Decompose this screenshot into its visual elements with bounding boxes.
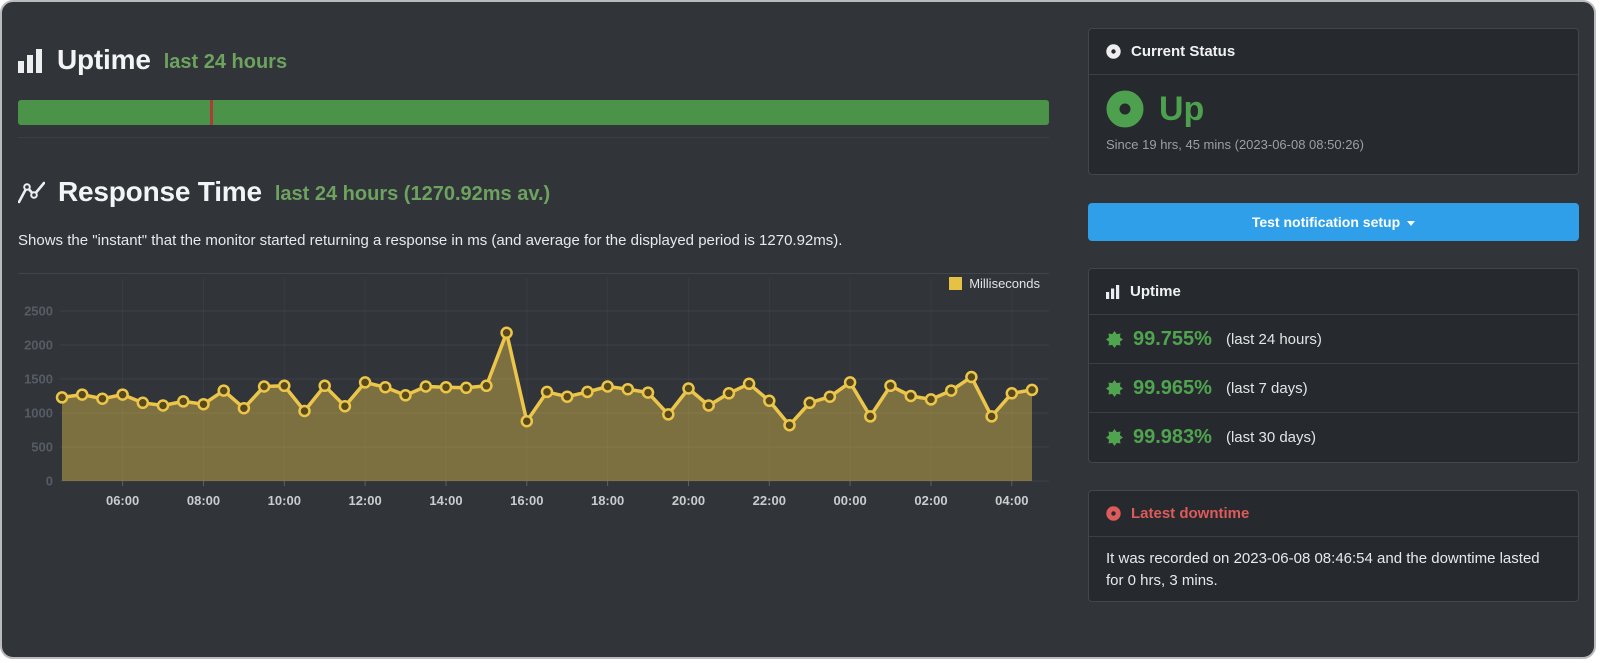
svg-text:06:00: 06:00	[106, 493, 139, 508]
chart-legend: Milliseconds	[949, 276, 1040, 291]
response-section-header: Response Time last 24 hours (1270.92ms a…	[18, 176, 550, 208]
uptime-24h-value: 99.755%	[1133, 327, 1212, 350]
up-donut-icon	[1106, 90, 1144, 128]
status-since: Since 19 hrs, 45 mins (2023-06-08 08:50:…	[1106, 137, 1364, 152]
current-status-title: Current Status	[1131, 43, 1236, 60]
svg-text:14:00: 14:00	[429, 493, 462, 508]
bar-chart-icon	[1106, 284, 1120, 299]
badge-burst-icon	[1106, 330, 1123, 348]
section-divider	[18, 137, 1049, 138]
latest-downtime-body: It was recorded on 2023-06-08 08:46:54 a…	[1106, 550, 1540, 589]
svg-text:18:00: 18:00	[591, 493, 624, 508]
uptime-section-range: last 24 hours	[163, 51, 288, 73]
legend-label: Milliseconds	[969, 276, 1040, 291]
latest-downtime-title: Latest downtime	[1131, 505, 1250, 522]
svg-text:2000: 2000	[24, 338, 53, 353]
svg-text:04:00: 04:00	[995, 493, 1028, 508]
chevron-down-icon	[1407, 220, 1416, 226]
uptime-row-30d: 99.983% (last 30 days)	[1089, 413, 1578, 461]
status-value: Up	[1159, 90, 1205, 128]
uptime-7d-value: 99.965%	[1133, 376, 1212, 399]
status-donut-icon	[1106, 44, 1121, 59]
current-status-card: Current Status Up Since 19 hrs, 45 mins …	[1088, 28, 1579, 175]
uptime-timeline-bar	[18, 100, 1049, 125]
svg-text:500: 500	[31, 440, 53, 455]
svg-text:00:00: 00:00	[833, 493, 866, 508]
response-section-title: Response Time	[58, 176, 262, 207]
badge-burst-icon	[1106, 428, 1123, 446]
uptime-7d-label: (last 7 days)	[1225, 379, 1308, 397]
svg-text:20:00: 20:00	[672, 493, 705, 508]
current-status-header: Current Status	[1089, 29, 1578, 75]
badge-burst-icon	[1106, 379, 1123, 397]
test-notification-label: Test notification setup	[1251, 214, 1401, 230]
legend-swatch	[949, 277, 963, 290]
latest-downtime-header: Latest downtime	[1089, 491, 1578, 537]
test-notification-button[interactable]: Test notification setup	[1088, 203, 1579, 241]
uptime-row-7d: 99.965% (last 7 days)	[1089, 364, 1578, 413]
svg-text:12:00: 12:00	[348, 493, 381, 508]
uptime-24h-label: (last 24 hours)	[1225, 330, 1322, 348]
main-panel: Uptime last 24 hours Response Time last …	[18, 2, 1049, 657]
uptime-30d-value: 99.983%	[1133, 425, 1212, 448]
response-section-range: last 24 hours (1270.92ms av.)	[274, 183, 551, 205]
downtime-tick	[209, 100, 213, 125]
latest-downtime-card: Latest downtime It was recorded on 2023-…	[1088, 490, 1579, 602]
svg-text:22:00: 22:00	[753, 493, 786, 508]
line-chart-icon	[18, 180, 45, 205]
svg-text:16:00: 16:00	[510, 493, 543, 508]
sidebar: Current Status Up Since 19 hrs, 45 mins …	[1088, 2, 1579, 657]
current-status-body: Up Since 19 hrs, 45 mins (2023-06-08 08:…	[1089, 75, 1578, 152]
uptime-stats-header: Uptime	[1089, 269, 1578, 315]
svg-text:08:00: 08:00	[187, 493, 220, 508]
svg-text:10:00: 10:00	[268, 493, 301, 508]
uptime-stats-card: Uptime 99.755% (last 24 hours) 99.965%	[1088, 268, 1579, 463]
chart-canvas: 0 500 1000 1500 2000 2500 06:00 08:00 10:00 12:00…	[18, 273, 1049, 508]
svg-text:02:00: 02:00	[914, 493, 947, 508]
uptime-row-24h: 99.755% (last 24 hours)	[1089, 315, 1578, 364]
response-description: Shows the "instant" that the monitor sta…	[18, 232, 843, 249]
svg-text:1000: 1000	[24, 406, 53, 421]
uptime-stats-title: Uptime	[1130, 283, 1181, 300]
uptime-section-header: Uptime last 24 hours	[18, 44, 287, 76]
downtime-donut-icon	[1106, 506, 1121, 521]
svg-text:2500: 2500	[24, 304, 53, 319]
svg-text:0: 0	[46, 474, 53, 489]
uptime-section-title: Uptime	[57, 44, 151, 75]
uptime-30d-label: (last 30 days)	[1225, 428, 1317, 446]
bar-chart-icon	[18, 48, 44, 73]
response-time-chart: 0 500 1000 1500 2000 2500 06:00 08:00 10:00 12:00…	[18, 272, 1049, 517]
svg-text:1500: 1500	[24, 372, 53, 387]
